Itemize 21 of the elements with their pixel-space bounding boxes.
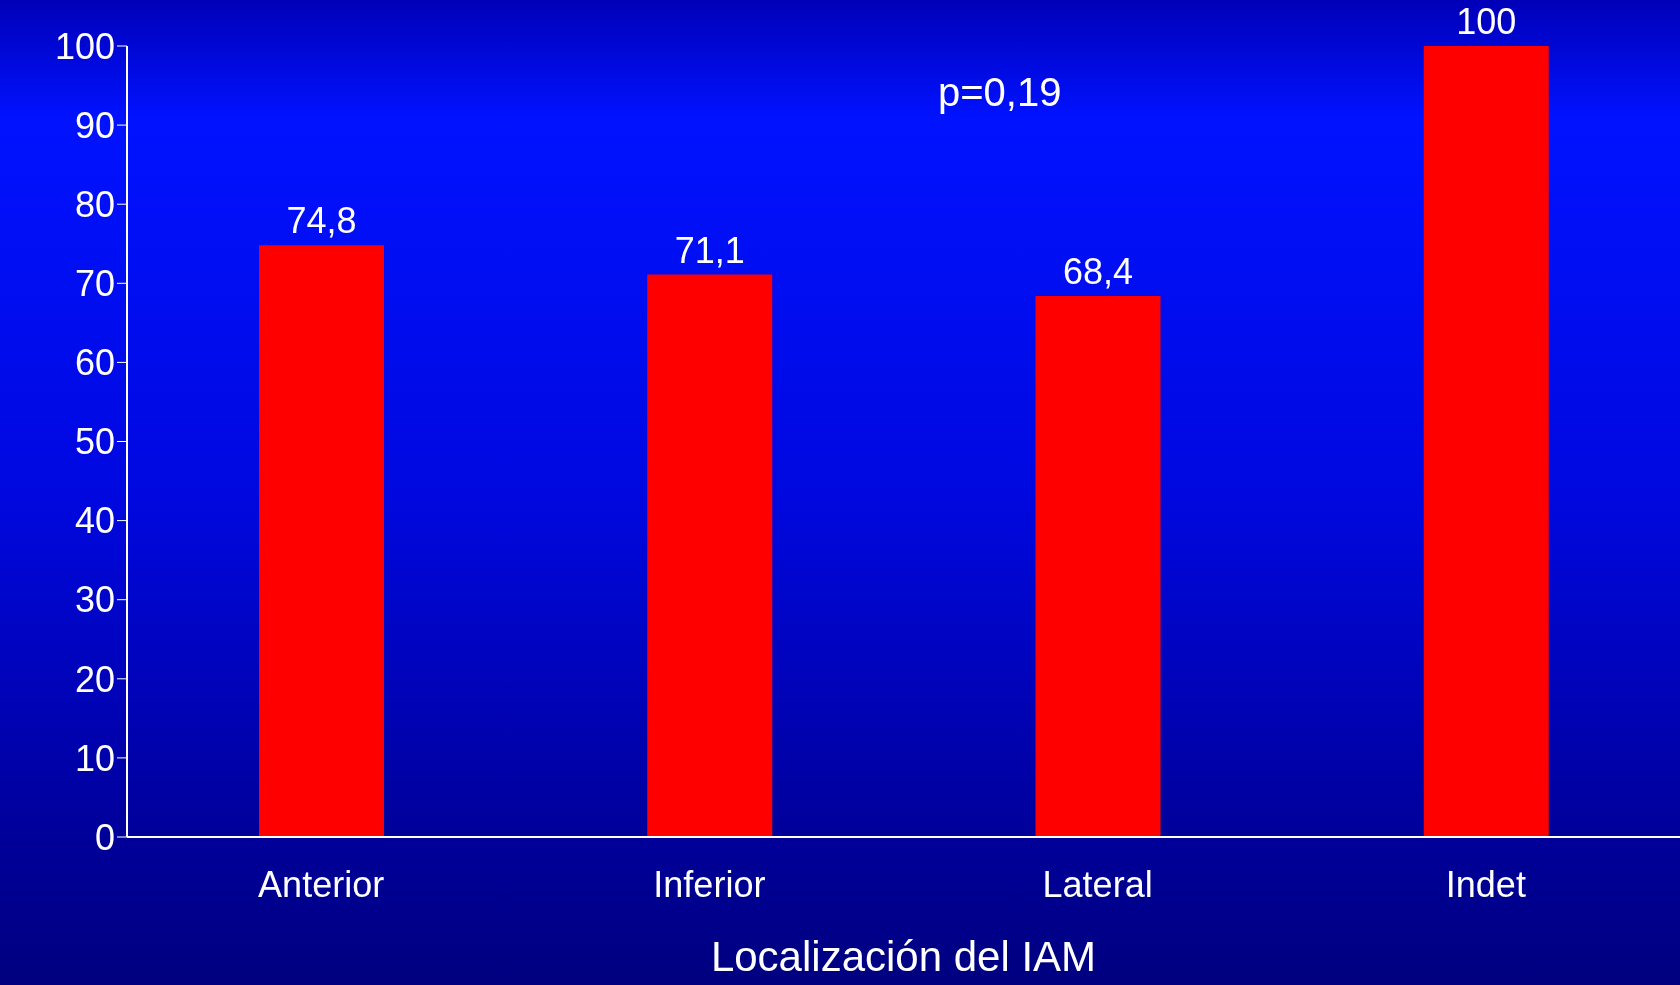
y-tick-label: 40 (74, 500, 115, 542)
x-axis-title: Localización del IAM (710, 933, 1097, 980)
y-tick-label: 0 (94, 816, 115, 858)
x-tick-label: Lateral (1042, 863, 1153, 905)
y-tick-label: 90 (74, 104, 115, 146)
data-label: 100 (1456, 1, 1517, 42)
y-tick-label: 30 (74, 579, 115, 621)
data-label: 71,1 (674, 229, 745, 271)
y-tick-label: 100 (54, 25, 115, 67)
y-tick-label: 80 (74, 183, 115, 225)
data-label: 68,4 (1062, 250, 1134, 292)
x-tick-label: Inferior (653, 863, 766, 905)
y-tick-label: 20 (74, 658, 115, 700)
x-tick-label: Indet (1445, 863, 1526, 905)
y-tick-label: 60 (74, 342, 115, 384)
y-tick-label: 50 (74, 421, 115, 463)
data-label: 74,8 (286, 200, 357, 242)
annotation: p=0,19 (938, 70, 1062, 115)
x-tick-label: Anterior (258, 863, 385, 905)
y-tick-label: 70 (74, 263, 115, 305)
y-tick-label: 10 (74, 737, 115, 779)
